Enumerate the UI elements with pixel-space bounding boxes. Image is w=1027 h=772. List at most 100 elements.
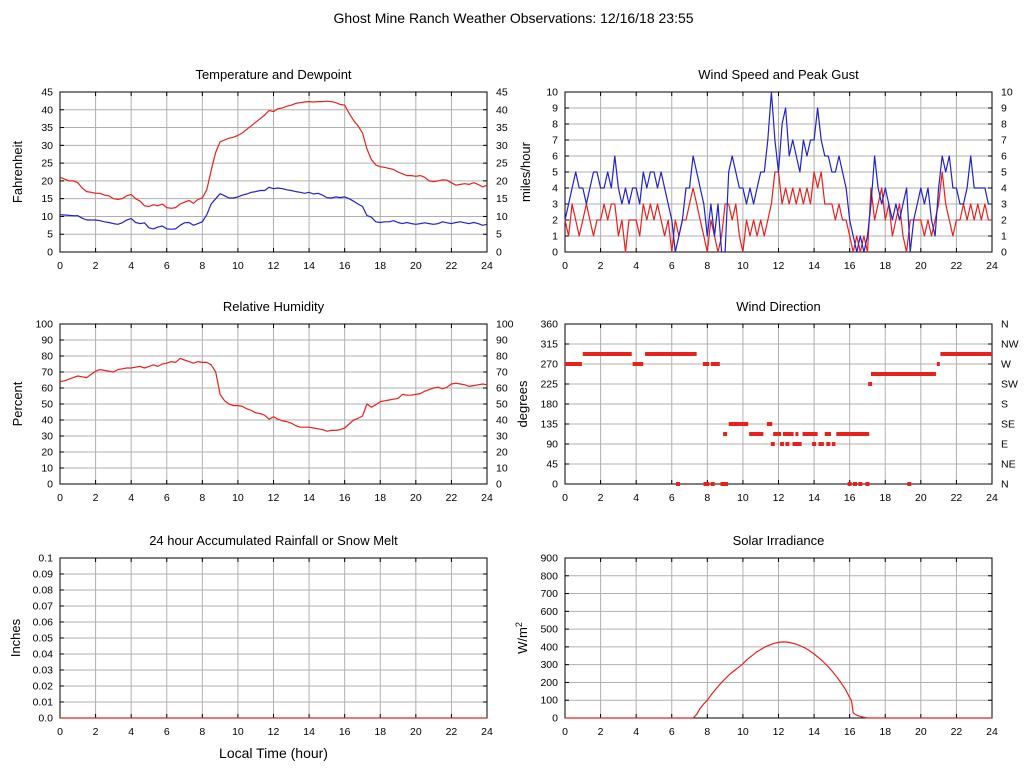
x-tick-label: 16 <box>844 260 856 272</box>
right-tick-label: 20 <box>496 447 508 459</box>
y-axis-label: Fahrenheit <box>10 141 25 204</box>
x-tick-label: 18 <box>879 492 891 504</box>
chart-title: Wind Direction <box>736 299 821 314</box>
right-tick-label: 20 <box>496 175 508 187</box>
y-tick-label: 100 <box>35 319 53 331</box>
x-tick-label: 20 <box>915 260 927 272</box>
x-tick-label: 4 <box>633 260 639 272</box>
direction-dot <box>792 442 797 446</box>
y-tick-label: 0 <box>552 247 558 259</box>
y-tick-label: 20 <box>41 447 53 459</box>
y-tick-label: 900 <box>540 553 558 565</box>
x-tick-label: 16 <box>844 726 856 738</box>
direction-run <box>702 362 710 366</box>
direction-run <box>802 432 818 436</box>
direction-run <box>749 432 764 436</box>
chart-title: 24 hour Accumulated Rainfall or Snow Mel… <box>149 533 398 548</box>
right-tick-label: 50 <box>496 399 508 411</box>
y-tick-label: 600 <box>540 606 558 618</box>
right-tick-label: 6 <box>1001 151 1007 163</box>
y-tick-label: 0.03 <box>33 665 54 677</box>
x-tick-label: 18 <box>374 260 386 272</box>
x-tick-label: 24 <box>481 492 493 504</box>
y-tick-label: 3 <box>552 199 558 211</box>
y-tick-label: 70 <box>41 367 53 379</box>
y-axis-label: W/m2 <box>514 622 530 654</box>
x-tick-label: 24 <box>481 260 493 272</box>
x-tick-label: 6 <box>164 260 170 272</box>
temperature-line <box>59 100 488 209</box>
y-tick-label: 0 <box>47 247 53 259</box>
right-tick-label: N <box>1001 479 1009 491</box>
direction-dot <box>705 482 710 486</box>
x-tick-label: 6 <box>164 726 170 738</box>
direction-run <box>582 352 632 356</box>
direction-run <box>836 432 870 436</box>
y-tick-label: 0 <box>47 479 53 491</box>
x-tick-label: 20 <box>915 492 927 504</box>
y-tick-label: 270 <box>540 359 558 371</box>
humidity-line <box>59 357 488 432</box>
y-tick-label: 4 <box>552 183 558 195</box>
y-tick-label: 80 <box>41 351 53 363</box>
y-tick-label: 10 <box>41 463 53 475</box>
direction-dot <box>847 482 852 486</box>
x-tick-label: 22 <box>446 492 458 504</box>
x-tick-label: 0 <box>57 492 63 504</box>
chart-title: Wind Speed and Peak Gust <box>698 67 859 82</box>
direction-dot <box>780 442 785 446</box>
x-tick-label: 8 <box>704 260 710 272</box>
y-tick-label: 60 <box>41 383 53 395</box>
y-axis-label: miles/hour <box>518 141 533 202</box>
right-tick-label: 3 <box>1001 199 1007 211</box>
x-tick-label: 2 <box>598 260 604 272</box>
peak-gust-line <box>564 91 992 253</box>
right-tick-label: 2 <box>1001 215 1007 227</box>
x-axis-label: Local Time (hour) <box>219 745 328 761</box>
y-tick-label: 0.0 <box>38 713 53 725</box>
x-tick-label: 12 <box>268 492 280 504</box>
x-tick-label: 8 <box>199 726 205 738</box>
x-tick-label: 4 <box>633 726 639 738</box>
y-tick-label: 135 <box>540 419 558 431</box>
x-tick-label: 4 <box>128 260 134 272</box>
x-tick-label: 6 <box>669 726 675 738</box>
x-tick-label: 0 <box>562 260 568 272</box>
x-tick-label: 4 <box>128 726 134 738</box>
y-tick-label: 10 <box>41 211 53 223</box>
y-tick-label: 0 <box>552 479 558 491</box>
y-tick-label: 1 <box>552 231 558 243</box>
y-tick-label: 180 <box>540 399 558 411</box>
x-tick-label: 12 <box>268 260 280 272</box>
wind-direction-points <box>565 352 992 486</box>
direction-run <box>940 352 992 356</box>
y-tick-label: 7 <box>552 135 558 147</box>
direction-run <box>824 432 831 436</box>
right-tick-label: 80 <box>496 351 508 363</box>
direction-dot <box>723 432 728 436</box>
y-tick-label: 45 <box>546 459 558 471</box>
x-tick-label: 2 <box>598 726 604 738</box>
chart-title: Relative Humidity <box>223 299 325 314</box>
direction-run <box>773 432 782 436</box>
direction-run <box>818 442 824 446</box>
y-tick-label: 30 <box>41 431 53 443</box>
right-tick-label: 100 <box>496 319 514 331</box>
x-tick-label: 16 <box>339 260 351 272</box>
right-tick-label: 5 <box>1001 167 1007 179</box>
right-tick-label: 60 <box>496 383 508 395</box>
y-axis-label: Inches <box>8 618 23 657</box>
direction-dot <box>868 382 873 386</box>
x-tick-label: 22 <box>446 260 458 272</box>
x-tick-label: 10 <box>737 260 749 272</box>
x-tick-label: 0 <box>57 726 63 738</box>
y-tick-label: 25 <box>41 158 53 170</box>
right-tick-label: 30 <box>496 140 508 152</box>
y-tick-label: 0.08 <box>33 585 54 597</box>
x-tick-label: 2 <box>598 492 604 504</box>
x-tick-label: 14 <box>808 492 820 504</box>
y-tick-label: 10 <box>546 87 558 99</box>
